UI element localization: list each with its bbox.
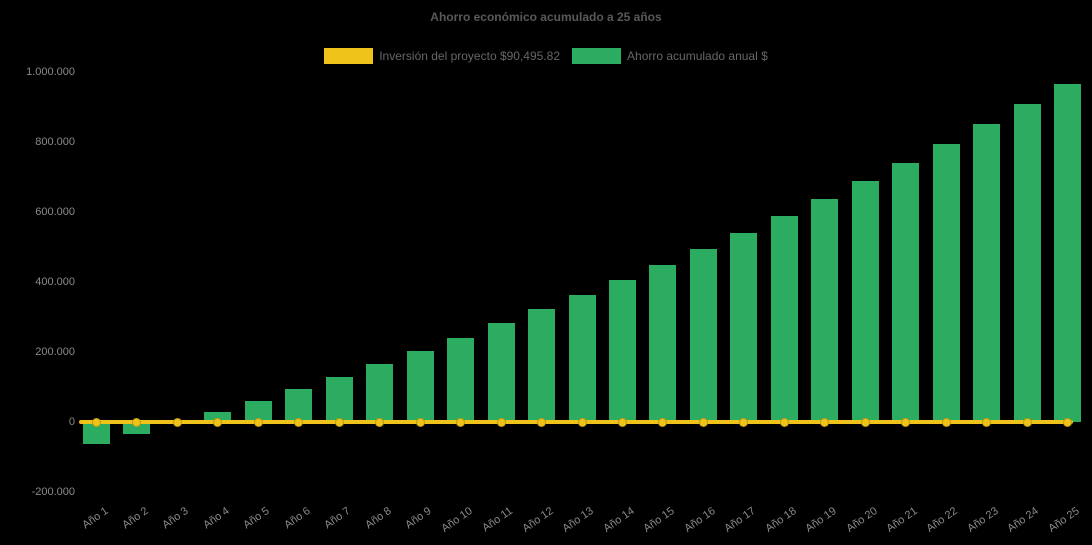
x-axis-tick-label: Año 18 [762,505,799,535]
x-axis-tick-label: Año 9 [403,505,434,532]
x-axis-tick-label: Año 23 [965,505,1001,535]
investment-point-18[interactable] [779,417,789,427]
x-axis-tick-label: Año 12 [519,505,556,535]
investment-point-3[interactable] [172,417,182,427]
bar-año-1[interactable] [82,422,110,444]
bar-año-25[interactable] [1054,83,1082,422]
bar-año-5[interactable] [244,400,272,422]
bar-año-4[interactable] [204,412,232,422]
bar-año-23[interactable] [973,123,1001,422]
investment-point-10[interactable] [456,417,466,427]
x-axis-tick-label: Año 5 [241,505,273,532]
y-axis-tick-label: -200.000 [31,486,75,498]
x-axis-tick-label: Año 1 [79,505,111,532]
bar-año-10[interactable] [447,337,475,422]
x-axis-tick-label: Año 22 [924,505,961,535]
investment-point-11[interactable] [496,417,506,427]
x-axis-tick-label: Año 14 [600,505,637,535]
x-axis-tick-label: Año 16 [681,505,718,535]
investment-point-21[interactable] [901,417,911,427]
bar-año-6[interactable] [285,389,313,422]
investment-point-22[interactable] [941,417,951,427]
investment-line [79,420,1073,424]
investment-point-5[interactable] [253,417,263,427]
bar-año-24[interactable] [1013,103,1041,422]
x-axis-tick-label: Año 10 [438,505,475,535]
x-axis-tick-label: Año 7 [322,505,354,532]
bar-año-12[interactable] [528,308,556,422]
y-axis-tick-label: 600.000 [35,206,75,218]
x-axis-tick-label: Año 6 [282,505,313,532]
investment-point-12[interactable] [537,417,547,427]
y-axis-tick-label: 400.000 [35,276,75,288]
legend-swatch-yellow [324,48,374,64]
legend-label-ahorro: Ahorro acumulado anual $ [627,49,768,63]
x-axis-tick-label: Año 24 [1005,505,1042,535]
x-axis-tick-label: Año 19 [803,505,839,535]
investment-point-8[interactable] [375,417,385,427]
bar-año-13[interactable] [568,294,596,422]
y-axis-tick-label: 200.000 [35,346,75,358]
bar-año-17[interactable] [730,233,758,422]
investment-point-19[interactable] [820,417,830,427]
x-axis-tick-label: Año 21 [884,505,920,535]
bar-año-8[interactable] [366,364,394,422]
investment-point-20[interactable] [860,417,870,427]
bar-año-22[interactable] [932,144,960,422]
investment-point-16[interactable] [698,417,708,427]
x-axis-tick-label: Año 4 [201,505,232,532]
x-axis-tick-label: Año 3 [160,505,192,532]
investment-point-7[interactable] [334,417,344,427]
legend-item-ahorro[interactable]: Ahorro acumulado anual $ [572,48,768,64]
x-axis-tick-label: Año 25 [1046,505,1082,535]
x-axis-tick-label: Año 15 [641,505,677,535]
legend-swatch-green [572,48,622,64]
chart-title: Ahorro económico acumulado a 25 años [430,10,662,24]
bar-año-15[interactable] [649,265,677,422]
y-axis-tick-label: 1.000.000 [26,66,75,78]
x-axis-tick-label: Año 8 [363,505,394,532]
investment-point-23[interactable] [982,417,992,427]
investment-point-4[interactable] [213,417,223,427]
bar-año-20[interactable] [851,181,879,422]
investment-point-15[interactable] [658,417,668,427]
bar-año-14[interactable] [608,280,636,422]
investment-point-9[interactable] [415,417,425,427]
x-axis-tick-label: Año 2 [120,505,151,532]
investment-point-25[interactable] [1063,417,1073,427]
investment-point-14[interactable] [617,417,627,427]
bar-año-9[interactable] [406,351,434,422]
bar-año-16[interactable] [689,249,717,422]
x-axis-tick-label: Año 11 [480,505,515,535]
investment-point-2[interactable] [132,417,142,427]
y-axis-tick-label: 800.000 [35,136,75,148]
investment-point-13[interactable] [577,417,587,427]
legend-item-inversion[interactable]: Inversión del proyecto $90,495.82 [324,48,560,64]
x-axis-tick-label: Año 20 [843,505,880,535]
bar-año-21[interactable] [892,163,920,422]
x-axis-tick-label: Año 13 [560,505,596,535]
bar-año-7[interactable] [325,377,353,422]
investment-point-1[interactable] [91,417,101,427]
chart-legend: Inversión del proyecto $90,495.82 Ahorro… [0,48,1092,64]
investment-point-17[interactable] [739,417,749,427]
y-axis-tick-label: 0 [68,416,75,428]
x-axis-tick-label: Año 17 [722,505,758,535]
investment-point-6[interactable] [294,417,304,427]
bar-año-2[interactable] [123,422,151,434]
bar-año-18[interactable] [770,216,798,422]
bar-año-19[interactable] [811,199,839,422]
investment-point-24[interactable] [1022,417,1032,427]
bar-año-11[interactable] [487,323,515,422]
legend-label-inversion: Inversión del proyecto $90,495.82 [379,49,561,63]
